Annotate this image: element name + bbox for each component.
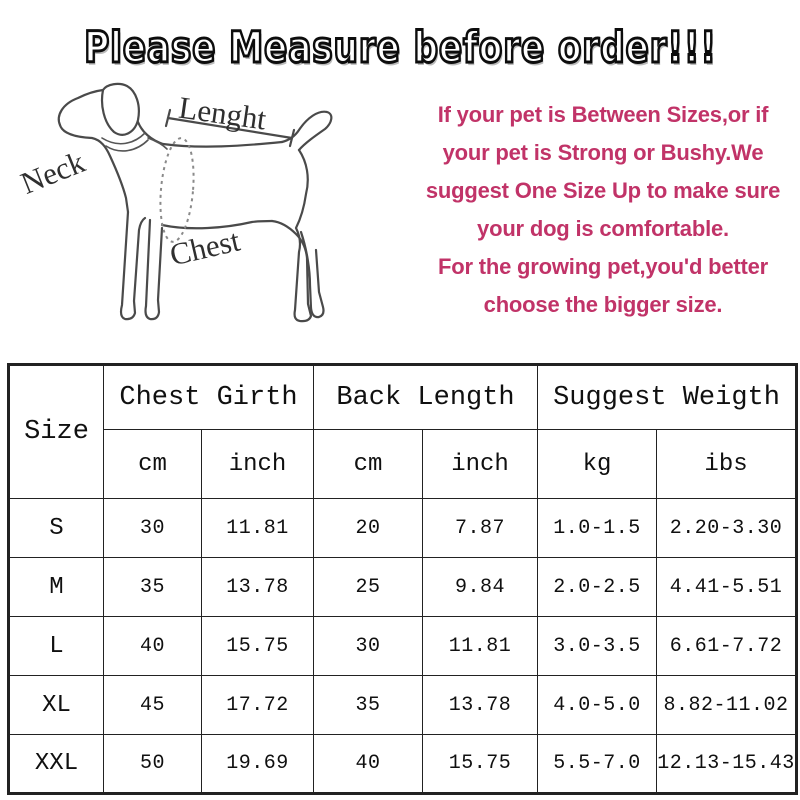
unit-header-cm: cm	[103, 429, 202, 499]
sizing-notice: If your pet is Between Sizes,or if your …	[406, 96, 800, 324]
unit-header-cm: cm	[313, 429, 424, 499]
table-cell: 45	[103, 675, 202, 735]
table-cell: 15.75	[200, 616, 315, 676]
table-cell: 40	[103, 616, 202, 676]
neck-label: Neck	[16, 144, 90, 201]
table-cell: 3.0-3.5	[537, 616, 658, 676]
table-row-xl: XL 45 17.72 35 13.78 4.0-5.0 8.82-11.02	[8, 675, 798, 735]
table-cell: 13.78	[200, 557, 315, 617]
table-cell: 19.69	[200, 734, 315, 794]
length-measure-line	[166, 116, 294, 140]
dog-front-leg-near	[119, 210, 147, 321]
table-cell: 11.81	[422, 616, 539, 676]
chest-girth-header: Chest Girth	[102, 364, 315, 430]
dog-measurement-diagram: Neck Lenght Chest	[0, 80, 412, 348]
table-cell: 30	[103, 498, 202, 558]
table-cell: 1.0-1.5	[537, 498, 658, 558]
table-cell: 30	[313, 616, 424, 676]
dog-hind-leg-near	[270, 148, 313, 323]
table-cell: 8.82-11.02	[656, 675, 798, 735]
length-measure-tick-right	[288, 128, 296, 148]
dog-back-outline	[136, 120, 284, 148]
table-cell: 2.0-2.5	[537, 557, 658, 617]
page-title-text: Please Measure before order!!!	[82, 22, 717, 75]
suggest-weight-header: Suggest Weigth	[537, 364, 798, 430]
dog-ear-outline	[100, 82, 140, 136]
table-row-m: M 35 13.78 25 9.84 2.0-2.5 4.41-5.51	[8, 557, 798, 617]
table-cell: 40	[313, 734, 424, 794]
notice-line: If your pet is Between Sizes,or if	[437, 102, 769, 127]
size-label: XXL	[8, 734, 104, 794]
table-cell: 15.75	[422, 734, 539, 794]
table-cell: 11.81	[200, 498, 315, 558]
table-cell: 7.87	[422, 498, 539, 558]
table-cell: 4.41-5.51	[656, 557, 798, 617]
size-column-header: Size	[8, 364, 104, 499]
size-label: XL	[8, 675, 104, 735]
unit-header-inch: inch	[200, 429, 315, 499]
chest-label: Chest	[166, 222, 243, 272]
size-label: L	[8, 616, 104, 676]
dog-collar-strap	[101, 132, 146, 145]
table-cell: 35	[313, 675, 424, 735]
dog-tail-outline	[280, 110, 333, 152]
table-cell: 13.78	[422, 675, 539, 735]
notice-line: your pet is Strong or Bushy.We	[442, 140, 764, 165]
unit-header-ibs: ibs	[656, 429, 798, 499]
size-label: S	[8, 498, 104, 558]
dog-head-outline	[57, 88, 105, 127]
table-cell: 12.13-15.43	[656, 734, 798, 794]
table-row-s: S 30 11.81 20 7.87 1.0-1.5 2.20-3.30	[8, 498, 798, 558]
page-title: Please Measure before order!!!	[0, 22, 800, 84]
length-label: Lenght	[177, 90, 269, 137]
notice-line: choose the bigger size.	[483, 292, 723, 317]
notice-line: suggest One Size Up to make sure	[425, 178, 781, 203]
table-cell: 20	[313, 498, 424, 558]
table-cell: 17.72	[200, 675, 315, 735]
dog-line-art: Neck Lenght Chest	[16, 82, 333, 323]
table-cell: 4.0-5.0	[537, 675, 658, 735]
size-table: Size Chest Girth Back Length Suggest Wei…	[7, 363, 799, 795]
table-cell: 35	[103, 557, 202, 617]
dog-harness-strap	[147, 137, 168, 150]
notice-line: For the growing pet,you'd better	[437, 254, 769, 279]
dog-jaw-chest-outline	[58, 123, 130, 214]
table-cell: 5.5-7.0	[537, 734, 658, 794]
notice-line: your dog is comfortable.	[477, 216, 729, 241]
unit-header-kg: kg	[537, 429, 658, 499]
dog-front-leg-far	[144, 218, 164, 321]
unit-header-inch: inch	[422, 429, 539, 499]
table-cell: 9.84	[422, 557, 539, 617]
size-label: M	[8, 557, 104, 617]
dog-hind-leg-far	[299, 230, 325, 319]
table-cell: 50	[103, 734, 202, 794]
table-cell: 2.20-3.30	[656, 498, 798, 558]
length-measure-tick-left	[164, 108, 172, 128]
dog-collar-strap-lower	[105, 139, 149, 152]
table-row-xxl: XXL 50 19.69 40 15.75 5.5-7.0 12.13-15.4…	[8, 734, 798, 794]
back-length-header: Back Length	[313, 364, 539, 430]
table-cell: 6.61-7.72	[656, 616, 798, 676]
table-row-l: L 40 15.75 30 11.81 3.0-3.5 6.61-7.72	[8, 616, 798, 676]
table-cell: 25	[313, 557, 424, 617]
